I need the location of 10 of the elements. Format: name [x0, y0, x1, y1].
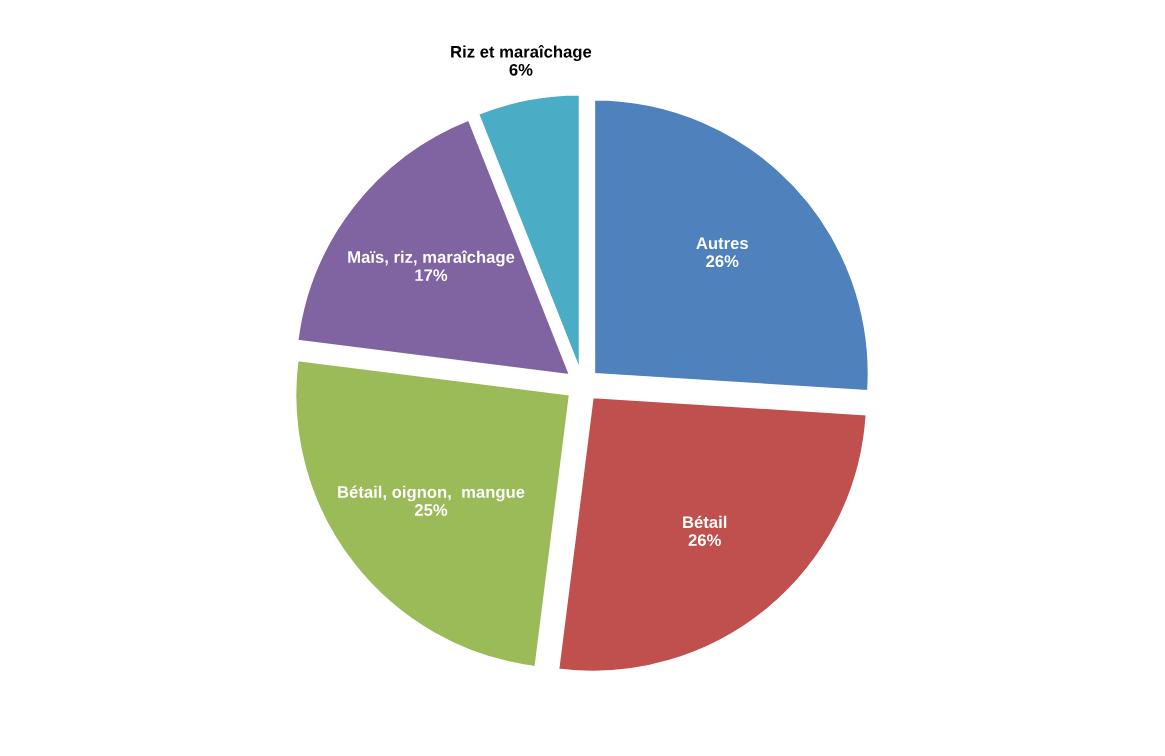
slice-label: Maïs, riz, maraîchage — [348, 250, 515, 267]
data-label: 17% — [415, 269, 448, 281]
slice-label: Riz et maraîchage — [451, 45, 592, 62]
slice-label: Autres — [696, 237, 748, 250]
data-label: 26% — [688, 534, 721, 547]
slice-label: Bétail, oignon, mangue — [338, 485, 525, 502]
slice-label: Bétail — [683, 515, 727, 529]
data-label: 6% — [509, 63, 533, 76]
data-label: 26% — [706, 255, 739, 268]
data-label: 25% — [414, 504, 448, 516]
